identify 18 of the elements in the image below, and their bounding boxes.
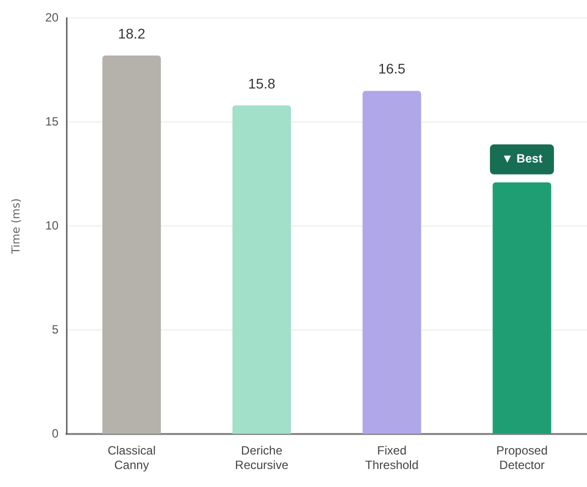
data-label: 18.2 [118,25,146,42]
y-tick-label: 5 [52,322,59,336]
bar [232,105,291,434]
y-tick-label: 15 [45,114,59,128]
bar [492,182,552,434]
y-tick-label: 20 [45,10,59,24]
x-tick-label: Deriche Recursive [235,444,289,472]
x-tick-label: Proposed Detector [496,444,548,472]
x-tick-label: Fixed Threshold [365,444,419,472]
annotation: ▼ Best [501,152,543,166]
data-label: 15.8 [248,75,276,92]
bar [362,90,422,434]
y-tick-label: 0 [52,426,59,441]
bar [102,55,161,434]
x-tick-label: Classical Canny [108,444,156,472]
y-axis-title: Time (ms) [9,198,22,255]
y-tick-label: 10 [45,218,59,232]
data-label: 16.5 [378,60,406,77]
